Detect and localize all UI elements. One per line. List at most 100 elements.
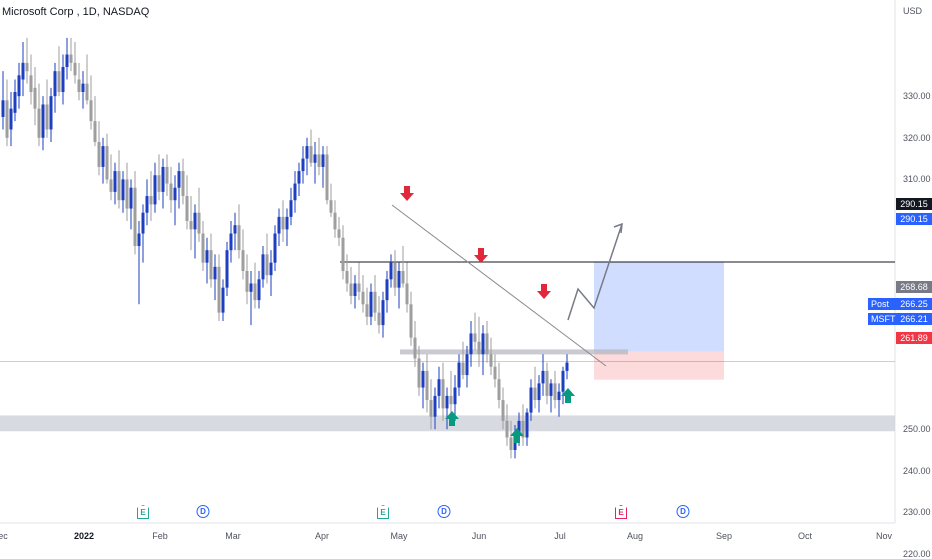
candle-body — [441, 379, 445, 409]
candle — [493, 354, 497, 388]
candle — [65, 37, 69, 80]
symbol-title[interactable]: Microsoft Corp , 1D, NASDAQ — [2, 6, 150, 18]
candle-body — [341, 237, 345, 271]
candle-body — [125, 179, 129, 209]
candle — [13, 79, 17, 122]
candle — [121, 171, 125, 213]
candle-body — [5, 100, 9, 138]
earnings-event-icon[interactable]: E — [137, 505, 149, 519]
candle — [425, 354, 429, 413]
candle — [393, 250, 397, 296]
candle — [409, 291, 413, 346]
candle-body — [65, 54, 69, 68]
candle-body — [313, 154, 317, 163]
candle-body — [529, 387, 533, 413]
dividend-event-icon[interactable]: D — [437, 505, 451, 518]
candle-body — [305, 146, 309, 159]
time-tick: Jun — [471, 531, 487, 541]
candle-body — [89, 100, 93, 122]
candle — [73, 42, 77, 84]
candle-body — [9, 108, 13, 130]
candle — [253, 262, 257, 309]
candle-body — [565, 362, 569, 371]
candle-body — [481, 333, 485, 355]
target-zone — [594, 262, 724, 352]
candle-body — [157, 175, 161, 192]
candle-body — [101, 146, 105, 167]
candle-body — [145, 196, 149, 213]
candle — [201, 221, 205, 271]
candle-body — [561, 370, 565, 392]
candle — [125, 162, 129, 222]
candle-body — [129, 187, 133, 209]
candle — [345, 254, 349, 292]
candle-body — [85, 83, 89, 101]
candle-body — [525, 412, 529, 438]
candle — [61, 54, 65, 105]
candle-body — [233, 225, 237, 234]
bear-arrow — [537, 284, 551, 299]
candle — [281, 200, 285, 242]
time-tick: Mar — [225, 531, 241, 541]
candle — [181, 158, 185, 205]
dividend-event-icon[interactable]: D — [676, 505, 690, 518]
candle-body — [253, 283, 257, 301]
earnings-event-icon[interactable]: E — [377, 505, 389, 519]
candle-body — [265, 254, 269, 276]
candle-body — [509, 437, 513, 451]
candle-body — [409, 304, 413, 338]
candle-body — [457, 362, 461, 388]
candle-body — [337, 229, 341, 238]
candle — [5, 79, 9, 147]
candle-body — [489, 354, 493, 367]
candle-body — [393, 262, 397, 288]
candle-body — [137, 233, 141, 247]
candle — [225, 241, 229, 296]
candle-body — [205, 250, 209, 263]
candle — [149, 171, 153, 222]
candle — [313, 141, 317, 184]
candle-body — [185, 196, 189, 222]
candle — [145, 179, 149, 226]
candle-body — [365, 304, 369, 317]
earnings-event-icon[interactable]: E — [615, 505, 627, 519]
candle-body — [473, 333, 477, 342]
candle-body — [33, 87, 37, 109]
candle — [357, 262, 361, 301]
candle — [9, 91, 13, 147]
candle — [433, 387, 437, 430]
candle — [241, 229, 245, 280]
candle — [321, 146, 325, 188]
candle — [505, 404, 509, 446]
candle — [473, 312, 477, 351]
candle-body — [461, 362, 465, 376]
candle-body — [273, 233, 277, 263]
candle — [233, 212, 237, 251]
bull-arrow — [445, 411, 459, 426]
time-tick: Sep — [715, 531, 733, 541]
candle-body — [17, 75, 21, 97]
candle — [189, 196, 193, 251]
candle-body — [557, 391, 561, 401]
candle — [293, 171, 297, 213]
candle-body — [141, 212, 145, 234]
candle-body — [497, 379, 501, 401]
time-tick: Jul — [554, 531, 566, 541]
candle — [421, 362, 425, 409]
candle — [565, 354, 569, 380]
candle-body — [397, 270, 401, 288]
dividend-event-icon[interactable]: D — [196, 505, 210, 518]
candle-body — [533, 387, 537, 401]
candle-body — [553, 383, 557, 401]
candle-body — [213, 266, 217, 280]
candle-body — [201, 233, 205, 263]
candle-body — [133, 187, 137, 247]
candle-body — [165, 166, 169, 184]
descending-trendline — [391, 204, 607, 367]
candle-body — [485, 333, 489, 355]
candle-body — [417, 358, 421, 388]
candle-body — [97, 141, 101, 167]
candle-body — [237, 225, 241, 251]
